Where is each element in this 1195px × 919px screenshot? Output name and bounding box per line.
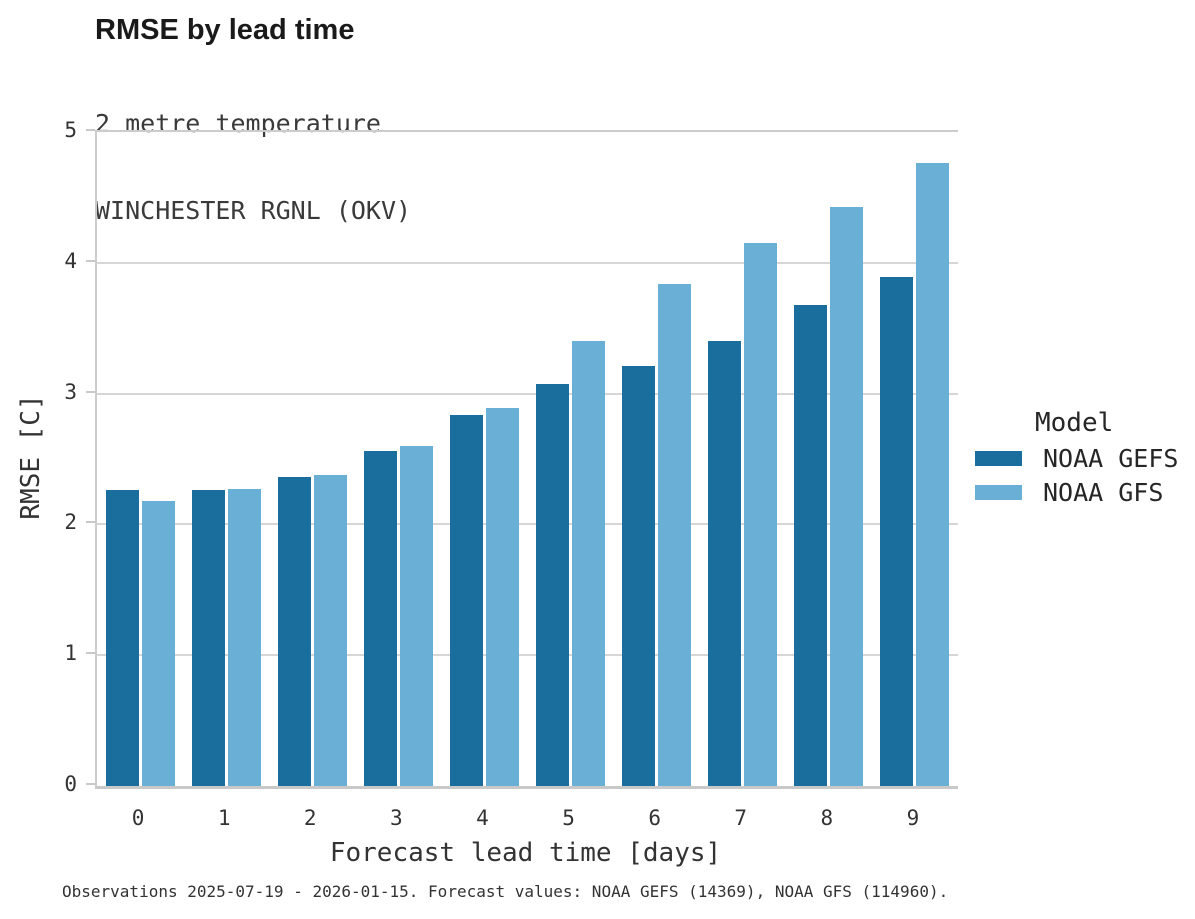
chart-subtitle-line-2: WINCHESTER RGNL (OKV) — [95, 196, 412, 225]
y-tick-label-5: 5 — [64, 118, 77, 142]
bar-noaa-gefs-day-0 — [105, 490, 139, 786]
legend-entry: NOAA GFS — [975, 478, 1190, 507]
legend: Model NOAA GEFS NOAA GFS — [975, 408, 1190, 518]
bar-noaa-gfs-day-2 — [313, 474, 347, 786]
bar-noaa-gefs-day-6 — [622, 366, 656, 786]
chart-subtitle-line-1: 2 metre temperature — [95, 109, 381, 138]
legend-entry: NOAA GEFS — [975, 444, 1190, 473]
x-tick-label-2: 2 — [303, 806, 317, 830]
bar-group-day-1 — [183, 132, 269, 786]
bar-noaa-gfs-day-9 — [916, 163, 950, 786]
bar-noaa-gefs-day-9 — [880, 277, 914, 786]
footer-caption: Observations 2025-07-19 - 2026-01-15. Fo… — [62, 882, 949, 901]
y-tick-label-4: 4 — [64, 248, 77, 273]
gridline-y-1 — [97, 654, 958, 657]
y-tick-mark-4 — [86, 259, 95, 262]
bar-noaa-gefs-day-7 — [708, 341, 742, 786]
y-tick-mark-5 — [86, 129, 95, 131]
gridline-y-4 — [97, 261, 958, 264]
y-tick-label-3: 3 — [64, 379, 77, 404]
legend-swatch-noaa-gefs — [975, 450, 1022, 466]
plot-area — [95, 130, 958, 789]
legend-title: Model — [1035, 408, 1114, 438]
bar-noaa-gefs-day-2 — [277, 477, 311, 786]
bar-noaa-gefs-day-4 — [449, 414, 483, 786]
legend-swatch-noaa-gfs — [975, 484, 1022, 500]
legend-label-noaa-gefs: NOAA GEFS — [1043, 443, 1179, 473]
x-tick-label-9: 9 — [906, 806, 920, 830]
x-tick-label-6: 6 — [648, 806, 661, 830]
x-tick-label-0: 0 — [131, 806, 145, 830]
chart-title: RMSE by lead time — [95, 14, 355, 46]
x-tick-label-3: 3 — [390, 806, 403, 830]
y-tick-label-1: 1 — [64, 641, 77, 666]
x-tick-label-7: 7 — [734, 806, 748, 830]
bar-group-day-5 — [528, 132, 614, 786]
bar-group-day-2 — [269, 132, 355, 786]
y-tick-label-0: 0 — [64, 772, 77, 796]
bar-noaa-gfs-day-6 — [658, 283, 692, 786]
y-tick-mark-1 — [86, 652, 95, 655]
bar-group-day-8 — [786, 132, 872, 786]
y-tick-mark-0 — [86, 783, 95, 785]
bar-noaa-gefs-day-1 — [191, 490, 225, 786]
gridline-y-2 — [97, 523, 958, 526]
bar-noaa-gfs-day-5 — [572, 341, 606, 786]
y-tick-label-2: 2 — [64, 510, 77, 535]
bar-group-day-9 — [872, 132, 958, 786]
chart-subtitle: 2 metre temperature WINCHESTER RGNL (OKV… — [95, 51, 411, 283]
bar-group-day-3 — [355, 132, 441, 786]
bar-noaa-gfs-day-8 — [830, 206, 864, 786]
x-tick-label-5: 5 — [562, 806, 575, 830]
x-axis-title: Forecast lead time [days] — [329, 838, 722, 868]
bar-group-day-6 — [614, 132, 700, 786]
bar-noaa-gefs-day-3 — [363, 451, 397, 786]
bar-noaa-gfs-day-1 — [227, 489, 261, 786]
bar-group-day-7 — [700, 132, 786, 786]
x-tick-label-4: 4 — [476, 806, 489, 830]
y-tick-mark-3 — [86, 390, 95, 393]
bar-noaa-gefs-day-5 — [536, 384, 570, 786]
gridline-y-3 — [97, 392, 958, 395]
y-axis-title: RMSE [C] — [16, 394, 46, 520]
x-tick-label-1: 1 — [217, 806, 231, 830]
bar-noaa-gfs-day-4 — [485, 408, 519, 786]
bar-noaa-gfs-day-3 — [399, 445, 433, 786]
y-tick-mark-2 — [86, 521, 95, 524]
x-tick-label-8: 8 — [820, 806, 834, 830]
legend-label-noaa-gfs: NOAA GFS — [1043, 477, 1164, 507]
bar-group-day-4 — [441, 132, 527, 786]
bar-noaa-gfs-day-0 — [141, 500, 175, 786]
bar-group-day-0 — [97, 132, 183, 786]
bar-noaa-gefs-day-8 — [794, 304, 828, 786]
bar-noaa-gfs-day-7 — [744, 243, 778, 786]
